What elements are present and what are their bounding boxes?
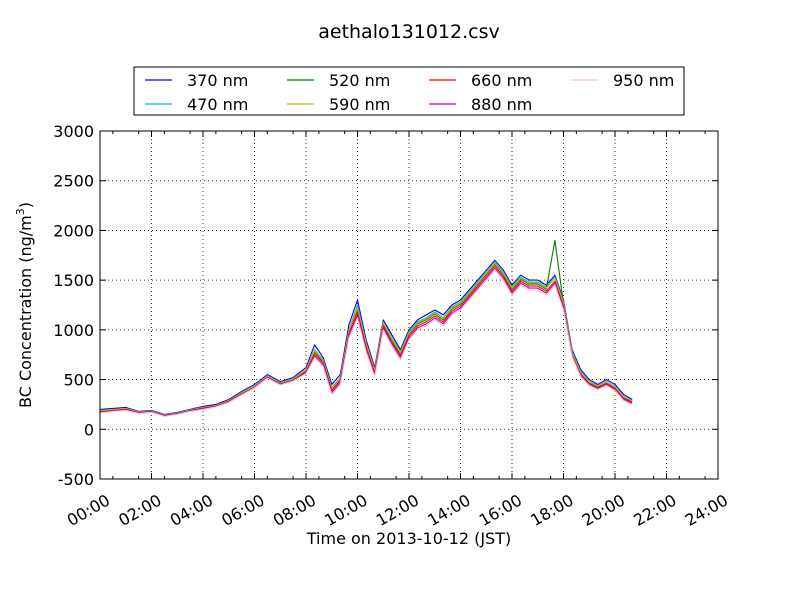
legend-label: 950 nm	[613, 71, 674, 90]
x-tick-label: 00:00	[64, 490, 113, 530]
x-tick-label: 10:00	[321, 490, 370, 530]
legend-label: 880 nm	[471, 95, 532, 114]
x-tick-label: 08:00	[270, 490, 319, 530]
y-tick-label: 3000	[53, 122, 94, 141]
x-tick-label: 14:00	[424, 490, 473, 530]
chart-title: aethalo131012.csv	[318, 21, 500, 43]
y-axis-label-superscript: 3	[14, 208, 27, 215]
y-tick-label: -500	[58, 470, 94, 489]
legend-items: 370 nm 470 nm 520 nm 590 nm 660 nm 880 nm 950 …	[145, 71, 674, 114]
legend-label: 370 nm	[187, 71, 248, 90]
ticks	[99, 130, 719, 480]
x-tick-label: 20:00	[579, 490, 628, 530]
x-tick-label: 16:00	[476, 490, 525, 530]
legend-label: 520 nm	[329, 71, 390, 90]
legend-label: 590 nm	[329, 95, 390, 114]
series-line-370-nm	[99, 259, 633, 415]
series-line-950-nm	[99, 269, 633, 417]
series-line-590-nm	[99, 262, 633, 416]
series-group	[99, 239, 633, 417]
legend-box	[133, 66, 685, 116]
legend: 370 nm 470 nm 520 nm 590 nm 660 nm 880 nm 950 …	[133, 66, 685, 116]
x-axis-label: Time on 2013-10-12 (JST)	[306, 529, 511, 548]
y-tick-label: 0	[84, 420, 94, 439]
y-tick-label: 1000	[53, 321, 94, 340]
y-axis-label: BC Concentration (ng/m3)	[14, 202, 35, 408]
legend-label: 660 nm	[471, 71, 532, 90]
x-tick-label: 22:00	[630, 490, 679, 530]
y-tick-label: 2500	[53, 172, 94, 191]
series-line-520-nm	[99, 239, 633, 416]
y-tick-label: 2000	[53, 221, 94, 240]
y-tick-labels: -500 0 500 1000 1500 2000 2500 3000	[53, 122, 94, 489]
x-tick-label: 06:00	[218, 490, 267, 530]
y-tick-label: 1500	[53, 271, 94, 290]
x-tick-label: 04:00	[167, 490, 216, 530]
y-tick-label: 500	[63, 371, 94, 390]
legend-label: 470 nm	[187, 95, 248, 114]
y-axis-label-main: BC Concentration (ng/m	[16, 215, 35, 408]
x-tick-label: 02:00	[115, 490, 164, 530]
grid	[100, 131, 718, 479]
x-tick-label: 12:00	[373, 490, 422, 530]
y-axis-label-close: )	[16, 202, 35, 208]
x-tick-label: 24:00	[682, 490, 731, 530]
x-tick-label: 18:00	[527, 490, 576, 530]
x-tick-labels: 00:00 02:00 04:00 06:00 08:00 10:00 12:00 14:00…	[64, 490, 731, 530]
